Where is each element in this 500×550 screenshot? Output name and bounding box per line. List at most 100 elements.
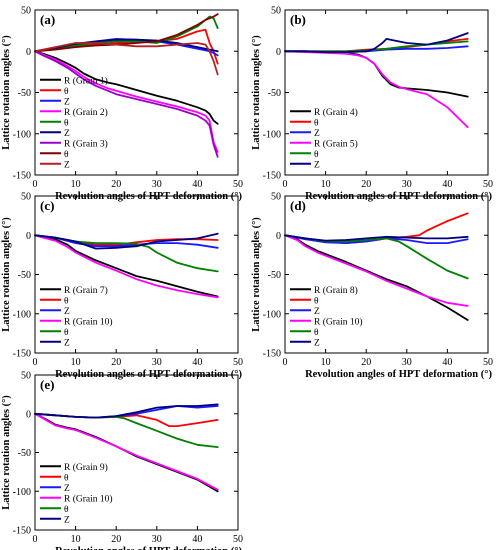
legend-entry: R (Grain 7)	[64, 285, 108, 296]
panel-label: (a)	[40, 12, 55, 27]
x-tick-label: 10	[71, 357, 81, 368]
panel-label: (d)	[290, 198, 306, 213]
x-tick-label: 20	[111, 179, 121, 190]
legend-entry: R (Grain 10)	[314, 316, 363, 327]
series-line	[285, 235, 468, 306]
legend-entry: R (Grain 1)	[64, 75, 108, 86]
chart-panel-3: 0 10 20 30 40 50500-50-100-150(c)R (Grain 7)θ…	[1, 192, 243, 381]
y-tick-label: -150	[263, 171, 281, 182]
y-axis-title: Lattice rotation angles (°)	[1, 217, 12, 332]
y-tick-label: -150	[13, 349, 31, 360]
chart-panel-4: 0 10 20 30 40 50500-50-100-150(d)R (Grain 8)θ…	[251, 192, 493, 381]
legend-entry: R (Grain 10)	[64, 493, 113, 504]
x-tick-label: 20	[361, 357, 371, 368]
series-line	[285, 51, 468, 127]
legend-entry: Z	[64, 129, 70, 139]
y-tick-label: -50	[18, 448, 31, 459]
x-tick-label: 0	[33, 357, 38, 368]
legend-entry: Z	[64, 338, 70, 348]
x-tick-label: 30	[152, 534, 162, 545]
series-line	[35, 51, 218, 157]
y-axis-title: Lattice rotation angles (°)	[1, 395, 12, 510]
y-axis-title: Lattice rotation angles (°)	[1, 35, 12, 150]
series-line	[285, 235, 468, 278]
series-line	[35, 234, 218, 249]
legend-entry: R (Grain 10)	[64, 316, 113, 327]
x-tick-label: 40	[192, 179, 202, 190]
legend-entry: R (Grain 8)	[314, 285, 358, 296]
y-tick-label: -100	[13, 309, 31, 320]
legend-entry: Z	[64, 307, 70, 317]
legend-entry: Z	[314, 129, 320, 139]
y-tick-label: 0	[26, 231, 31, 242]
x-tick-label: 20	[111, 357, 121, 368]
panel-label: (e)	[40, 377, 54, 392]
series-line	[35, 414, 218, 447]
x-tick-label: 10	[321, 179, 331, 190]
legend-entry: Z	[64, 515, 70, 525]
y-axis-title: Lattice rotation angles (°)	[251, 35, 262, 150]
y-tick-label: 0	[26, 409, 31, 420]
y-tick-label: -150	[13, 171, 31, 182]
x-tick-label: 20	[361, 179, 371, 190]
x-axis-title: Revolution angles of HPT deformation (°)	[55, 546, 242, 550]
legend-entry: θ	[314, 118, 319, 128]
x-tick-label: 0	[33, 179, 38, 190]
x-tick-label: 30	[152, 179, 162, 190]
legend-entry: R (Grain 3)	[64, 138, 108, 149]
legend-entry: Z	[314, 160, 320, 170]
chart-panel-5: 0 10 20 30 40 50500-50-100-150(e)R (Grain 9)θ…	[1, 371, 243, 550]
y-tick-label: 50	[271, 192, 281, 203]
legend-entry: R (Grain 9)	[64, 462, 108, 473]
series-line	[35, 414, 218, 490]
legend-entry: Z	[64, 484, 70, 494]
x-tick-label: 10	[321, 357, 331, 368]
y-tick-label: 50	[271, 6, 281, 17]
y-tick-label: -50	[18, 270, 31, 281]
legend: R (Grain 9)θZR (Grain 10)θZ	[40, 462, 113, 526]
legend-entry: θ	[314, 328, 319, 338]
series-line	[285, 235, 468, 320]
series-line	[35, 51, 218, 152]
legend-entry: Z	[314, 338, 320, 348]
legend-entry: R (Grain 5)	[314, 138, 358, 149]
x-tick-label: 0	[283, 179, 288, 190]
y-tick-label: -100	[13, 487, 31, 498]
panel-label: (b)	[290, 12, 306, 27]
x-axis-title: Revolution angles of HPT deformation (°)	[305, 369, 492, 380]
x-tick-label: 40	[442, 179, 452, 190]
x-tick-label: 50	[233, 357, 243, 368]
y-tick-label: -150	[13, 526, 31, 537]
y-tick-label: 0	[26, 47, 31, 58]
x-tick-label: 10	[71, 534, 81, 545]
y-tick-label: -50	[18, 88, 31, 99]
x-tick-label: 0	[33, 534, 38, 545]
x-tick-label: 30	[402, 357, 412, 368]
y-tick-label: -100	[263, 129, 281, 140]
series-line	[285, 51, 468, 96]
legend-entry: θ	[64, 296, 69, 306]
x-tick-label: 40	[442, 357, 452, 368]
y-tick-label: -50	[268, 88, 281, 99]
x-tick-label: 30	[402, 179, 412, 190]
x-tick-label: 50	[233, 534, 243, 545]
x-tick-label: 50	[483, 357, 493, 368]
legend-entry: θ	[314, 150, 319, 160]
y-tick-label: 0	[276, 231, 281, 242]
legend-entry: θ	[64, 87, 69, 97]
legend-entry: Z	[314, 307, 320, 317]
legend-entry: θ	[64, 473, 69, 483]
x-tick-label: 50	[233, 179, 243, 190]
y-tick-label: -100	[263, 309, 281, 320]
y-tick-label: 0	[276, 47, 281, 58]
x-tick-label: 30	[152, 357, 162, 368]
legend: R (Grain 7)θZR (Grain 10)θZ	[40, 285, 113, 349]
legend-entry: Z	[64, 160, 70, 170]
legend-entry: θ	[314, 296, 319, 306]
legend-entry: R (Grain 2)	[64, 107, 108, 118]
legend-entry: θ	[64, 150, 69, 160]
legend-entry: θ	[64, 328, 69, 338]
legend-entry: θ	[64, 118, 69, 128]
legend-entry: R (Grain 4)	[314, 107, 358, 118]
